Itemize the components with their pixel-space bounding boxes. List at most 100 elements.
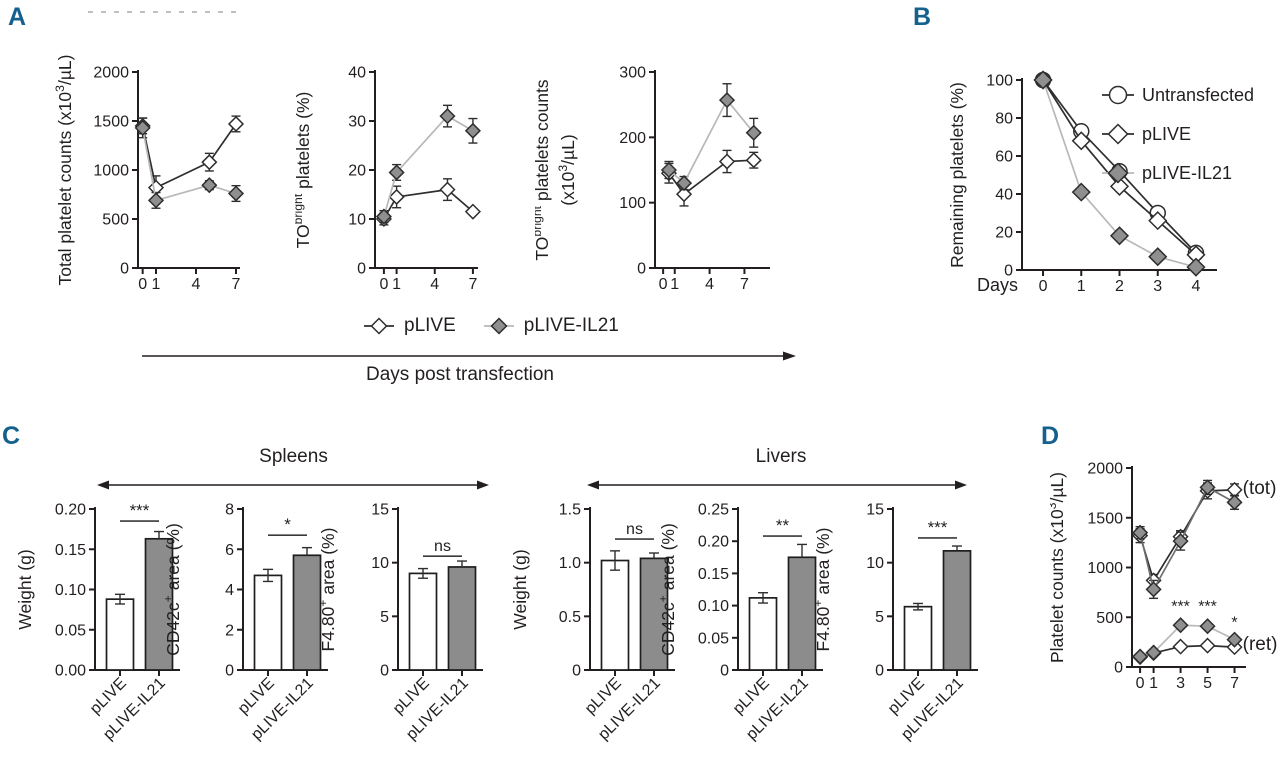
svg-text:500: 500 <box>102 212 129 229</box>
svg-text:Days: Days <box>977 275 1018 295</box>
svg-text:0.05: 0.05 <box>698 630 729 647</box>
legend-item-plive: pLIVE <box>362 315 456 337</box>
svg-text:0: 0 <box>875 663 884 680</box>
svg-text:1: 1 <box>152 276 161 293</box>
svg-text:1.0: 1.0 <box>559 555 581 572</box>
svg-text:0.00: 0.00 <box>55 663 86 680</box>
svg-text:1.5: 1.5 <box>559 502 581 519</box>
legend-item-plive-il21: pLIVE-IL21 <box>482 315 619 337</box>
svg-text:5: 5 <box>380 609 389 626</box>
svg-text:7: 7 <box>232 276 241 293</box>
svg-text:10: 10 <box>348 212 366 229</box>
svg-text:***: *** <box>130 501 150 520</box>
svg-text:0: 0 <box>659 276 668 293</box>
svg-text:15: 15 <box>371 502 389 519</box>
svg-text:0.10: 0.10 <box>698 598 729 615</box>
svg-text:0: 0 <box>379 276 388 293</box>
svg-text:***: *** <box>928 518 948 537</box>
svg-text:*: * <box>1231 615 1237 632</box>
svg-text:Untransfected: Untransfected <box>1142 85 1254 105</box>
panel-a-label: A <box>8 3 27 31</box>
svg-text:0: 0 <box>720 663 729 680</box>
open-diamond-icon <box>364 317 394 335</box>
panel-c-label: C <box>2 422 21 450</box>
svg-text:3: 3 <box>1153 278 1162 295</box>
svg-text:1: 1 <box>670 276 679 293</box>
svg-text:0.05: 0.05 <box>55 622 86 639</box>
svg-text:100: 100 <box>986 73 1013 90</box>
svg-text:(x103/µL): (x103/µL) <box>556 134 578 205</box>
svg-text:10: 10 <box>371 555 389 572</box>
svg-text:100: 100 <box>619 195 646 212</box>
svg-text:60: 60 <box>995 149 1013 166</box>
svg-text:5: 5 <box>875 609 884 626</box>
svg-text:1: 1 <box>1077 278 1086 295</box>
svg-text:0.10: 0.10 <box>55 582 86 599</box>
svg-text:4: 4 <box>430 276 439 293</box>
svg-text:0: 0 <box>380 663 389 680</box>
svg-text:0: 0 <box>1004 263 1013 280</box>
svg-text:500: 500 <box>1096 610 1123 627</box>
svg-text:TObright platelets counts: TObright platelets counts <box>535 79 552 260</box>
svg-text:8: 8 <box>225 502 234 519</box>
days-post-transfection-label: Days post transfection <box>366 364 554 385</box>
panel-b-label: B <box>913 3 932 31</box>
svg-text:pLIVE: pLIVE <box>1142 124 1191 144</box>
svg-text:Remaining platelets (%): Remaining platelets (%) <box>947 82 967 268</box>
chart-remaining-platelets: 0 20 40 60 80 100 0 1 2 3 4 Days Untransfected pLIVE p… <box>930 45 1278 308</box>
c5-svg: 00.050.100.150.200.25pLIVEpLIVE-IL21**CD… <box>656 502 823 743</box>
svg-text:0: 0 <box>637 261 646 278</box>
svg-text:30: 30 <box>348 114 366 131</box>
svg-text:(ret): (ret) <box>1243 634 1278 655</box>
svg-text:1: 1 <box>1149 675 1158 692</box>
svg-text:Total platelet counts (x103/µL: Total platelet counts (x103/µL) <box>55 55 75 286</box>
chart-spleen-weight: 0.00 0.05 0.10 0.15 0.20 pLIVE pLIVE-IL21 *** We… <box>15 495 205 770</box>
svg-text:2: 2 <box>1115 278 1124 295</box>
svg-text:0.25: 0.25 <box>698 502 729 519</box>
svg-text:TObright platelets (%): TObright platelets (%) <box>295 92 313 249</box>
svg-text:20: 20 <box>348 163 366 180</box>
svg-text:5: 5 <box>1203 675 1212 692</box>
svg-text:Weight (g): Weight (g) <box>15 549 35 629</box>
svg-text:40: 40 <box>348 65 366 82</box>
svg-text:6: 6 <box>225 542 234 559</box>
svg-text:80: 80 <box>995 111 1013 128</box>
svg-text:0: 0 <box>357 261 366 278</box>
legend-item-label: pLIVE-IL21 <box>523 315 619 336</box>
svg-text:***: *** <box>1171 598 1190 615</box>
svg-text:0: 0 <box>572 663 581 680</box>
svg-text:200: 200 <box>619 130 646 147</box>
svg-text:0.20: 0.20 <box>55 502 86 519</box>
svg-text:2000: 2000 <box>93 65 129 82</box>
svg-text:0: 0 <box>1114 660 1123 677</box>
svg-text:ns: ns <box>434 538 451 555</box>
legend-panel-a: pLIVE pLIVE-IL21 <box>362 315 619 337</box>
svg-text:CD42c+ area (%): CD42c+ area (%) <box>163 523 183 656</box>
svg-text:0: 0 <box>1039 278 1048 295</box>
svg-text:*: * <box>284 515 291 534</box>
svg-text:4: 4 <box>225 582 234 599</box>
chart-liver-weight: 0 0.5 1.0 1.5 pLIVE pLIVE-IL21 ns Weight (g) <box>510 495 700 770</box>
svg-text:1500: 1500 <box>1087 510 1123 527</box>
svg-text:CD42c+ area (%): CD42c+ area (%) <box>658 523 678 656</box>
chart-platelet-counts-tot-ret: 0 500 1000 1500 2000 0 1 3 5 7 *** *** * (tot) (ret) Pl… <box>1045 440 1280 745</box>
svg-text:Weight (g): Weight (g) <box>510 549 530 629</box>
svg-text:1500: 1500 <box>93 114 129 131</box>
svg-text:0.15: 0.15 <box>55 542 86 559</box>
svg-text:4: 4 <box>192 276 201 293</box>
spleens-span-arrow <box>97 480 489 490</box>
livers-header: Livers <box>755 446 807 467</box>
b-svg: 0 20 40 60 80 100 0 1 2 3 4 Days Untransfected pLIVE p… <box>947 70 1254 295</box>
panel-d-label: D <box>1041 422 1060 450</box>
svg-text:1: 1 <box>392 276 401 293</box>
svg-text:300: 300 <box>619 65 646 82</box>
svg-text:3: 3 <box>1176 675 1185 692</box>
